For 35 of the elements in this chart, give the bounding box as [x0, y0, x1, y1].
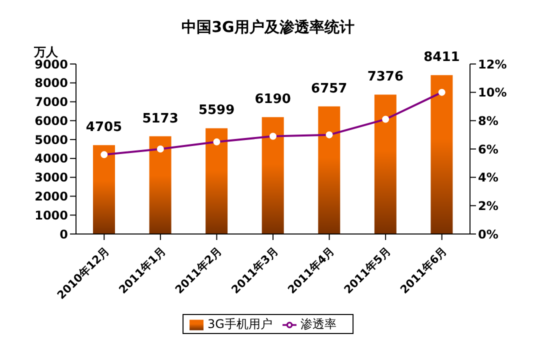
- bar: [374, 94, 396, 234]
- bar: [430, 75, 453, 234]
- y-tick-label: 9000: [34, 57, 68, 72]
- y2-tick-label: 10%: [478, 86, 507, 100]
- y-axis-title: 万人: [34, 44, 58, 60]
- chart-title: 中国3G用户及渗透率统计: [180, 18, 356, 37]
- data-label: 4705: [86, 120, 122, 136]
- y-tick-label: 6000: [34, 114, 68, 128]
- data-label: 6190: [254, 92, 291, 108]
- y-tick-label: 0: [60, 227, 68, 242]
- y-tick-label: 4000: [34, 152, 68, 166]
- data-label: 5173: [142, 111, 178, 126]
- bar: [318, 106, 340, 234]
- y2-tick-label: 0%: [478, 227, 498, 242]
- bar: [93, 145, 115, 234]
- y-tick-label: 1000: [34, 208, 68, 222]
- y2-tick-label: 12%: [478, 57, 507, 72]
- legend-label: 3G手机用户: [208, 317, 272, 331]
- y2-tick-label: 4%: [478, 170, 498, 185]
- y-tick-label: 8000: [34, 76, 68, 90]
- data-label: 6757: [311, 81, 348, 96]
- bar: [149, 136, 172, 234]
- legend-label: 渗透率: [300, 317, 336, 331]
- y-tick-label: 5000: [34, 132, 68, 147]
- bar: [206, 128, 228, 234]
- data-label: 8411: [424, 50, 460, 66]
- y2-tick-label: 8%: [478, 114, 498, 128]
- y-tick-label: 3000: [34, 170, 68, 185]
- bar: [262, 117, 284, 234]
- y2-tick-label: 6%: [478, 142, 498, 156]
- data-label: 5599: [198, 103, 235, 118]
- data-label: 7376: [367, 70, 404, 85]
- y-tick-label: 7000: [34, 95, 68, 110]
- y2-tick-label: 2%: [478, 198, 498, 213]
- y-tick-label: 2000: [34, 189, 68, 204]
